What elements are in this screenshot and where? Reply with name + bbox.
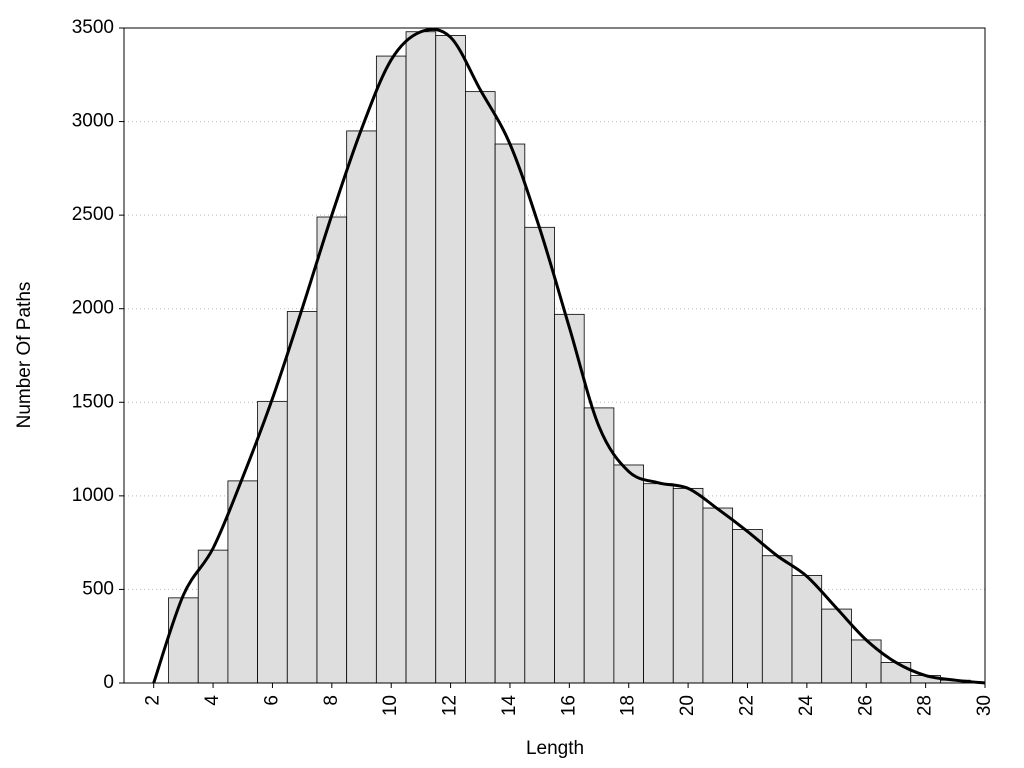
- x-tick-label: 22: [736, 695, 757, 716]
- y-tick-label: 2000: [72, 298, 114, 319]
- y-tick-label: 1500: [72, 391, 114, 412]
- bar: [494, 143, 526, 684]
- bar: [880, 662, 912, 684]
- x-tick-label: 28: [915, 695, 936, 716]
- bar: [168, 597, 199, 684]
- y-tick-label: 0: [103, 672, 114, 693]
- plot-frame: [123, 27, 986, 684]
- bar: [375, 55, 407, 684]
- y-tick-label: 1000: [72, 485, 114, 506]
- x-tick-label: 10: [380, 695, 401, 716]
- curve: [152, 27, 986, 685]
- bar: [257, 400, 288, 684]
- bar: [524, 226, 555, 684]
- bar: [197, 549, 229, 684]
- y-tick-label: 2500: [72, 204, 114, 225]
- bar: [702, 507, 734, 684]
- x-tick-label: 18: [618, 695, 639, 716]
- x-tick-label: 6: [261, 695, 282, 706]
- x-tick-label: 12: [440, 695, 461, 716]
- bar: [316, 216, 348, 684]
- x-axis-label: Length: [526, 738, 584, 759]
- x-tick-label: 2: [143, 695, 164, 706]
- x-tick-label: 24: [796, 695, 817, 717]
- bar: [583, 407, 615, 684]
- x-tick-label: 16: [558, 695, 579, 716]
- bar: [791, 574, 823, 684]
- bar: [850, 639, 882, 684]
- x-tick-label: 20: [677, 695, 698, 716]
- x-tick-label: 26: [855, 695, 876, 716]
- x-tick-label: 30: [974, 695, 995, 716]
- bar: [554, 313, 585, 684]
- bar: [465, 91, 496, 684]
- x-tick-label: 4: [202, 695, 223, 706]
- bar: [346, 130, 377, 684]
- y-axis-label: Number Of Paths: [14, 282, 35, 429]
- bar: [405, 31, 437, 684]
- bar: [732, 529, 763, 684]
- y-tick-label: 3500: [72, 17, 114, 38]
- bar: [672, 487, 704, 684]
- bar: [613, 464, 644, 684]
- x-tick-label: 14: [499, 695, 520, 717]
- bar: [435, 35, 466, 684]
- y-tick-label: 500: [82, 578, 114, 599]
- bar: [286, 311, 318, 684]
- y-tick-label: 3000: [72, 111, 114, 132]
- bar: [761, 555, 793, 684]
- bar: [227, 480, 259, 684]
- x-tick-label: 8: [321, 695, 342, 706]
- bar: [643, 483, 674, 684]
- bar: [821, 608, 852, 684]
